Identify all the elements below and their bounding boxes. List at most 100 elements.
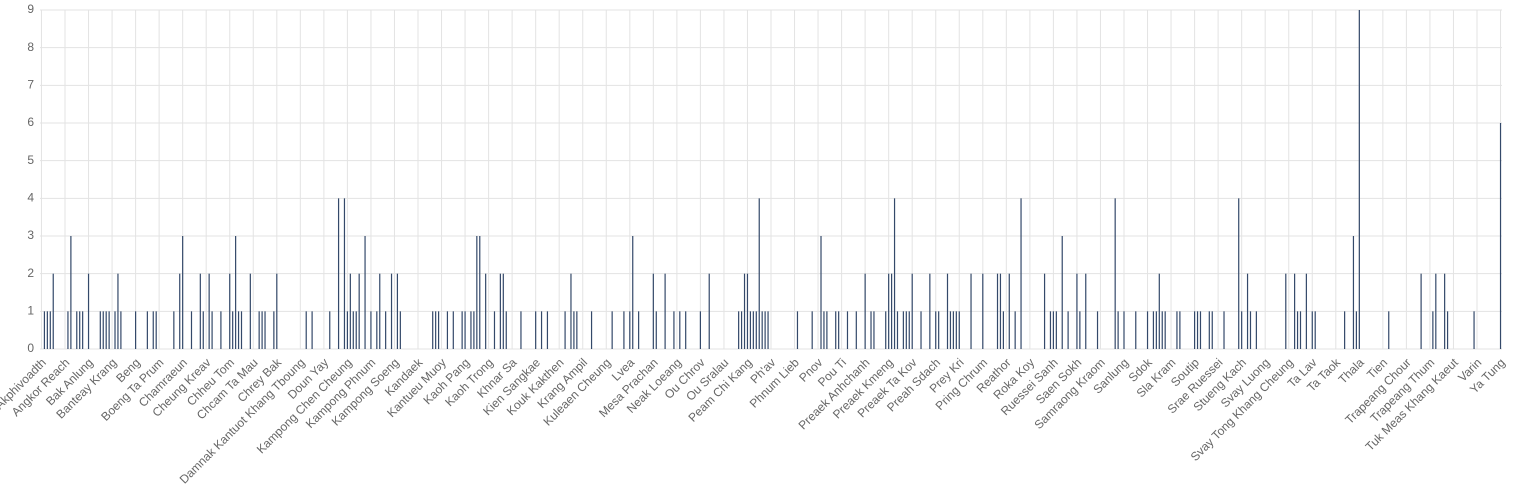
bar xyxy=(311,311,313,349)
bar xyxy=(1096,311,1099,349)
bar xyxy=(902,311,904,349)
bar xyxy=(576,311,578,349)
bar xyxy=(935,311,937,349)
bar xyxy=(938,311,940,349)
bar xyxy=(473,311,475,349)
bar xyxy=(1117,311,1119,349)
bar xyxy=(1114,198,1116,349)
bar xyxy=(908,311,910,349)
bar xyxy=(652,273,654,349)
bar xyxy=(1314,311,1316,349)
bar xyxy=(1388,311,1390,349)
bar xyxy=(479,236,481,349)
bar xyxy=(1067,311,1069,349)
bar xyxy=(46,311,48,349)
bar xyxy=(464,311,466,349)
y-tick-label: 9 xyxy=(27,2,34,16)
bar xyxy=(385,311,387,349)
bar xyxy=(446,311,449,349)
x-tick-label: Thala xyxy=(1336,355,1367,386)
bar xyxy=(1196,311,1199,349)
bar xyxy=(461,311,463,349)
bar xyxy=(1164,311,1166,349)
bar xyxy=(679,311,681,349)
bar xyxy=(355,311,357,349)
bar xyxy=(208,273,210,349)
bar xyxy=(261,311,263,349)
bar xyxy=(258,311,260,349)
y-tick-label: 6 xyxy=(27,115,34,129)
bar xyxy=(1155,311,1157,349)
bar xyxy=(629,311,631,349)
bar xyxy=(1014,311,1016,349)
bar xyxy=(823,311,825,349)
bar xyxy=(499,273,501,349)
bar xyxy=(1193,311,1196,349)
bar xyxy=(505,311,507,349)
bar xyxy=(105,311,107,349)
bar xyxy=(796,311,799,349)
bar xyxy=(655,311,657,349)
bar xyxy=(564,311,566,349)
bar xyxy=(1241,311,1243,349)
bar xyxy=(996,273,999,349)
bar xyxy=(870,311,872,349)
bar xyxy=(305,311,307,349)
bar xyxy=(87,273,90,349)
bar xyxy=(102,311,104,349)
bar xyxy=(1344,311,1346,349)
bar xyxy=(211,311,213,349)
bar xyxy=(835,311,837,349)
y-tick-label: 0 xyxy=(27,341,34,355)
bar xyxy=(120,311,122,349)
bar xyxy=(276,273,278,349)
bar xyxy=(240,311,243,349)
bar xyxy=(958,311,960,349)
bar xyxy=(376,311,378,349)
bar xyxy=(949,311,952,349)
bar xyxy=(664,273,666,349)
bar xyxy=(99,311,101,349)
bar xyxy=(485,273,487,349)
bar xyxy=(237,311,240,349)
bar xyxy=(573,311,575,349)
bar xyxy=(117,273,119,349)
bar xyxy=(152,311,154,349)
bar xyxy=(1499,123,1502,349)
bar xyxy=(1211,311,1213,349)
bar xyxy=(638,311,640,349)
bar xyxy=(337,198,340,349)
bar xyxy=(811,311,813,349)
bar xyxy=(220,311,222,349)
bar xyxy=(1208,311,1210,349)
bar xyxy=(743,273,746,349)
bar xyxy=(1355,311,1357,349)
bar xyxy=(1158,273,1160,349)
bar xyxy=(1352,236,1355,349)
bar xyxy=(1294,273,1296,349)
bar xyxy=(685,311,687,349)
bar xyxy=(855,311,857,349)
bar xyxy=(623,311,625,349)
bar xyxy=(896,311,899,349)
bar xyxy=(1076,273,1078,349)
bar xyxy=(761,311,763,349)
bar xyxy=(114,311,116,349)
bar xyxy=(749,311,752,349)
bar xyxy=(352,311,354,349)
bar xyxy=(520,311,522,349)
bar xyxy=(364,236,366,349)
bar xyxy=(1008,273,1010,349)
bar xyxy=(1176,311,1178,349)
bar xyxy=(1305,273,1307,349)
bar xyxy=(1435,273,1437,349)
bar xyxy=(1052,311,1054,349)
bar xyxy=(1199,311,1202,349)
bar xyxy=(493,311,496,349)
bar xyxy=(1446,311,1449,349)
bar xyxy=(273,311,275,349)
bar xyxy=(1049,311,1052,349)
bar xyxy=(740,311,743,349)
bar xyxy=(1223,311,1225,349)
bar xyxy=(232,311,234,349)
